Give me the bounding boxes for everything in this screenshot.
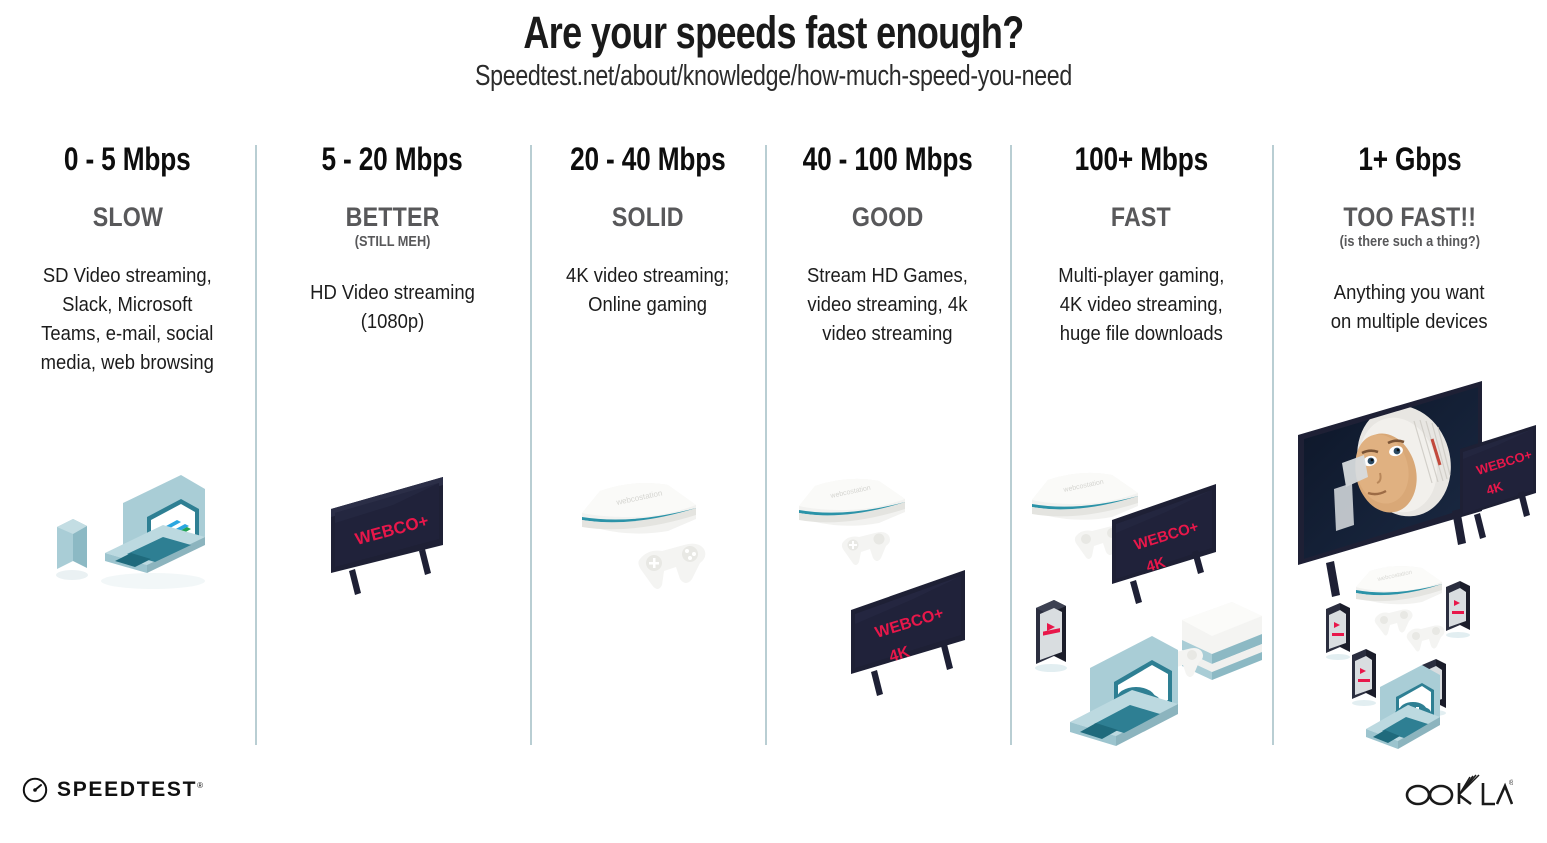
use-cases-text: Stream HD Games, video streaming, 4k vid… [807, 264, 968, 346]
speed-tier-column-4: 100+ Mbps FAST Multi-player gaming, 4K v… [1010, 135, 1272, 755]
console-gamepad-illustration: webcostation [582, 483, 706, 589]
speed-range-label: 40 - 100 Mbps [802, 141, 973, 177]
phone-icon-2 [1446, 581, 1470, 638]
footer: SPEEDTEST® ® [0, 755, 1547, 843]
gamepad-icon-2 [1406, 625, 1445, 652]
phone-icon [1035, 600, 1067, 672]
tv-resolution-text: 4K [887, 643, 912, 665]
rating-label: TOO FAST!! [1343, 202, 1476, 232]
multi-device-illustration: webcostation WEBCO+ 4K [1032, 472, 1262, 746]
laptop-screen [123, 475, 205, 565]
console-brand-text: webcostation [1376, 570, 1412, 583]
gamepad-icon [638, 543, 706, 589]
tv-brand-text: WEBCO+ [873, 605, 946, 642]
tv-4k-icon: WEBCO+ 4K [1460, 425, 1536, 539]
speedtest-logo[interactable]: SPEEDTEST® [22, 777, 203, 803]
rating-label: SLOW [92, 202, 163, 232]
rating-sublabel: (STILL MEH) [354, 234, 431, 250]
tv-brand-text: WEBCO+ [353, 511, 431, 549]
speed-tier-column-0: 0 - 5 Mbps SLOW SD Video streaming, Slac… [0, 135, 255, 755]
speedometer-icon [22, 777, 48, 803]
rating-label: SOLID [611, 202, 684, 232]
speed-tier-columns: 0 - 5 Mbps SLOW SD Video streaming, Slac… [0, 135, 1547, 755]
speed-range-label: 100+ Mbps [1074, 141, 1208, 177]
speedtest-wordmark: SPEEDTEST® [57, 778, 203, 802]
laptop-icon [1070, 636, 1178, 746]
use-cases-text: Multi-player gaming, 4K video streaming,… [1057, 264, 1225, 346]
rating-group: FAST [1106, 202, 1176, 233]
phone-icon-3 [1352, 649, 1376, 706]
tv-photo-icon [1298, 381, 1482, 597]
gamepad-icon [1074, 526, 1123, 559]
tv-resolution-text: 4K [1144, 554, 1167, 576]
page-subtitle-url: Speedtest.net/about/knowledge/how-much-s… [475, 60, 1072, 93]
tv-brand-text: WEBCO+ [1474, 447, 1534, 478]
console-brand-text: webcostation [829, 485, 872, 501]
console-brand-text: webcostation [1062, 479, 1105, 495]
use-cases-text: SD Video streaming, Slack, Microsoft Tea… [40, 264, 215, 375]
cloud-sync-icon [1395, 702, 1431, 721]
game-console-icon: webcostation [799, 478, 905, 526]
speedtest-trademark: ® [197, 781, 204, 790]
all-devices-illustration: WEBCO+ 4K webcostation [1298, 381, 1536, 749]
speed-tier-column-3: 40 - 100 Mbps GOOD Stream HD Games, vide… [765, 135, 1010, 755]
game-console-icon: webcostation [1356, 566, 1442, 605]
gamepad-icon [841, 532, 890, 565]
infographic-header: Are your speeds fast enough? Speedtest.n… [0, 0, 1547, 93]
speed-tier-column-2: 20 - 40 Mbps SOLID 4K video streaming; O… [530, 135, 765, 755]
ookla-wordmark: ® [1405, 774, 1513, 806]
ookla-logo[interactable]: ® [1405, 773, 1513, 807]
tv-illustration: WEBCO+ [331, 477, 443, 595]
speed-range-label: 0 - 5 Mbps [64, 141, 191, 177]
rating-group: SLOW [87, 202, 169, 233]
speedtest-name: SPEEDTEST [57, 778, 198, 801]
rating-group: TOO FAST!! (is there such a thing?) [1330, 202, 1490, 250]
phone-icon-1 [1326, 603, 1350, 660]
rating-group: GOOD [846, 202, 929, 233]
game-console-icon: webcostation [582, 483, 696, 534]
rating-label: GOOD [851, 202, 924, 232]
laptop-base [101, 525, 205, 589]
speed-tier-column-1: 5 - 20 Mbps BETTER (STILL MEH) HD Video … [255, 135, 530, 755]
ookla-trademark: ® [1509, 779, 1513, 787]
use-cases-text: HD Video streaming (1080p) [310, 281, 475, 334]
gamepad-icon [1374, 609, 1413, 636]
gamepad-icon-2 [1154, 648, 1203, 681]
rating-sublabel: (is there such a thing?) [1339, 234, 1480, 250]
game-console-icon: webcostation [1032, 472, 1138, 520]
laptop-illustration [56, 475, 205, 589]
rating-group: SOLID [606, 202, 690, 233]
tv-resolution-text: 4K [1484, 478, 1505, 497]
speed-range-label: 5 - 20 Mbps [321, 141, 464, 177]
rating-label: BETTER [345, 202, 440, 232]
tv-icon: WEBCO+ 4K [1112, 484, 1216, 604]
cloud-sync-icon [1112, 687, 1161, 713]
phone-icon [56, 519, 88, 580]
tv-icon: WEBCO+ [331, 477, 443, 595]
speed-tier-column-5: 1+ Gbps TOO FAST!! (is there such a thin… [1272, 135, 1547, 755]
use-cases-text: 4K video streaming; Online gaming [565, 264, 730, 317]
speed-range-label: 1+ Gbps [1357, 141, 1462, 177]
rating-group: BETTER (STILL MEH) [338, 202, 447, 250]
use-cases-text: Anything you want on multiple devices [1331, 281, 1488, 334]
tv-brand-text: WEBCO+ [1132, 518, 1201, 554]
speed-range-label: 20 - 40 Mbps [569, 141, 726, 177]
console-gamepad-tv-illustration: webcostation WEBCO+ 4K [799, 478, 965, 696]
phone-icon-4 [1422, 659, 1446, 716]
tv-photo-content [1304, 387, 1478, 559]
router-icon [1182, 602, 1262, 680]
laptop-icon [1366, 665, 1440, 749]
page-title: Are your speeds fast enough? [523, 7, 1024, 58]
ookla-fan-lines [1458, 774, 1480, 796]
console-brand-text: webcostation [615, 488, 664, 507]
rating-label: FAST [1110, 202, 1172, 232]
tv-icon: WEBCO+ 4K [851, 570, 965, 696]
